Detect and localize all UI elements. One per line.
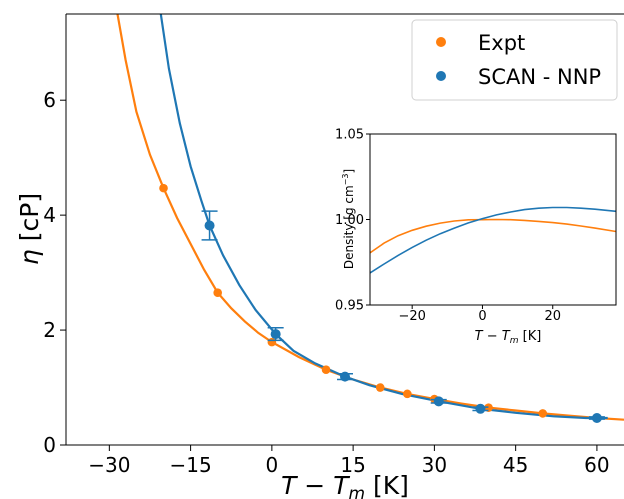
y-tick-label: 6 [43, 88, 56, 112]
data-point-scan-nnp [475, 403, 486, 414]
x-tick-label: 0 [265, 453, 278, 477]
inset-x-axis-label: T − Tm [K] [475, 329, 542, 346]
main-data-points [159, 183, 605, 423]
data-point-scan-nnp [270, 329, 281, 340]
legend-expt-label: Expt [478, 31, 525, 55]
data-point-expt [403, 389, 412, 399]
data-point-scan-nnp [433, 396, 444, 407]
inset-x-tick-label: 20 [544, 309, 561, 324]
legend-scan-nnp-label: SCAN - NNP [478, 65, 601, 89]
inset-y-axis-label: Density [g cm−3] [341, 169, 356, 269]
legend-expt-marker [436, 37, 446, 47]
x-tick-label: −30 [88, 453, 130, 477]
x-tick-label: 30 [422, 453, 447, 477]
data-point-expt [538, 409, 548, 418]
data-point-expt [375, 383, 385, 392]
legend-box [411, 19, 618, 101]
main-curve-scan-nnp [159, 14, 608, 420]
y-tick-label: 4 [43, 203, 56, 227]
data-point-expt [213, 288, 222, 298]
main-x-axis-label: T − Tm [K] [281, 471, 409, 499]
main-y-ticks: 0 2 4 6 [43, 88, 66, 457]
data-point-expt [267, 337, 277, 347]
inset-x-tick-label: 0 [478, 309, 486, 324]
data-point-scan-nnp [340, 371, 350, 382]
main-curves [116, 14, 624, 421]
data-point-scan-nnp [204, 220, 215, 231]
inset-y-tick-label: 1.05 [335, 128, 364, 143]
inset-curve-scan-nnp [370, 206, 616, 274]
inset-curve-expt [370, 218, 616, 254]
inset-y-tick-label: 0.95 [335, 299, 364, 314]
legend-scan-nnp-marker [436, 71, 446, 81]
main-viscosity-chart: −30 −15 0 15 30 45 60 0 2 4 6 T − Tm [K] η [cP] [15, 13, 624, 499]
inset-x-ticks: −20 0 20 [398, 305, 561, 324]
legend: Expt SCAN - NNP [411, 19, 618, 101]
x-tick-label: 45 [503, 453, 528, 477]
data-point-expt [159, 183, 168, 193]
x-tick-label: 60 [584, 453, 609, 477]
data-point-expt [321, 365, 331, 375]
main-x-ticks: −30 −15 0 15 30 45 60 [88, 445, 610, 477]
inset-y-ticks: 0.95 1.00 1.05 [335, 128, 370, 314]
inset-y-tick-label: 1.00 [335, 213, 364, 228]
y-tick-label: 0 [43, 433, 56, 457]
x-tick-label: 15 [340, 453, 365, 477]
main-curve-expt [116, 14, 624, 421]
data-point-scan-nnp [591, 412, 602, 423]
y-tick-label: 2 [43, 318, 56, 342]
inset-density-chart: −20 0 20 0.95 1.00 1.05 T − Tm [K] Density [… [335, 128, 617, 346]
x-tick-label: −15 [169, 453, 211, 477]
main-y-axis-label: η [cP] [15, 193, 44, 265]
inset-x-tick-label: −20 [398, 309, 425, 324]
inset-curves [370, 206, 616, 274]
